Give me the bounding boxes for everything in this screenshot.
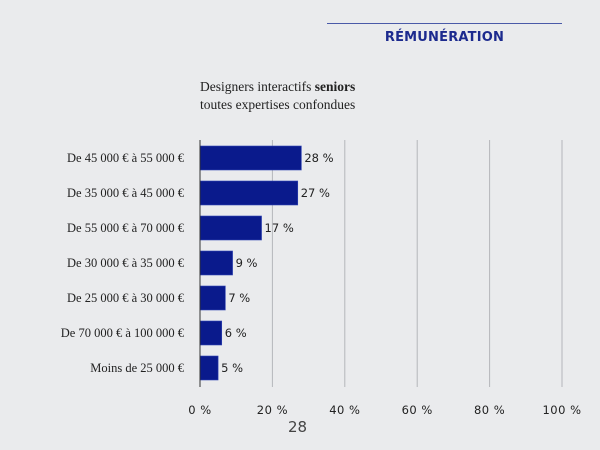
- category-label: De 25 000 € à 30 000 €: [67, 291, 185, 305]
- category-label: Moins de 25 000 €: [90, 361, 185, 375]
- x-tick-label: 100 %: [542, 403, 581, 417]
- bar: [199, 355, 219, 381]
- category-label: De 70 000 € à 100 000 €: [61, 326, 185, 340]
- x-tick-label: 0 %: [188, 403, 211, 417]
- category-label: De 55 000 € à 70 000 €: [67, 221, 185, 235]
- chart-title-regular: Designers interactifs: [200, 79, 315, 94]
- data-label: 27 %: [301, 186, 330, 200]
- data-label: 28 %: [304, 151, 333, 165]
- category-label: De 30 000 € à 35 000 €: [67, 256, 185, 270]
- section-title: RÉMUNÉRATION: [384, 30, 505, 45]
- chart-title-bold: seniors: [314, 79, 356, 94]
- x-tick-label: 80 %: [474, 403, 505, 417]
- bar: [199, 145, 302, 171]
- data-label: 9 %: [236, 256, 258, 270]
- bar: [199, 250, 233, 276]
- page-number: 28: [288, 418, 308, 436]
- bar: [199, 180, 299, 206]
- data-label: 6 %: [225, 326, 247, 340]
- data-label: 17 %: [265, 221, 294, 235]
- chart-subtitle: toutes expertises confondues: [200, 97, 356, 112]
- header-rule: [327, 23, 562, 24]
- category-label: De 45 000 € à 55 000 €: [67, 151, 185, 165]
- category-label: De 35 000 € à 45 000 €: [67, 186, 185, 200]
- bar: [199, 215, 262, 241]
- x-tick-label: 40 %: [329, 403, 360, 417]
- chart-title: Designers interactifs seniors toutes exp…: [200, 78, 355, 114]
- bar: [199, 285, 226, 311]
- x-tick-label: 20 %: [257, 403, 288, 417]
- data-label: 7 %: [228, 291, 250, 305]
- data-label: 5 %: [221, 361, 243, 375]
- bar: [199, 320, 223, 346]
- x-tick-label: 60 %: [402, 403, 433, 417]
